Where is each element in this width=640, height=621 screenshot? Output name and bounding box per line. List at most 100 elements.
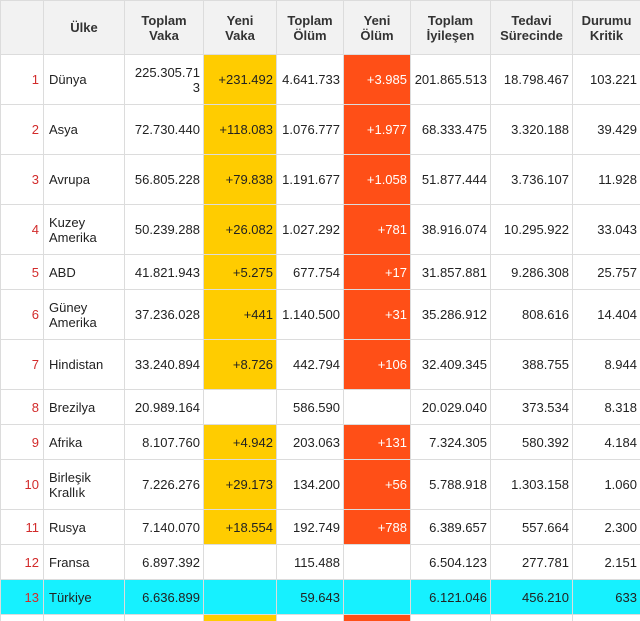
cell-total-cases: 56.805.228 bbox=[125, 155, 204, 205]
partial-cell bbox=[1, 615, 44, 621]
partial-cell bbox=[44, 615, 125, 621]
partial-cell bbox=[125, 615, 204, 621]
cell-total-deaths: 203.063 bbox=[277, 425, 344, 460]
cell-critical: 25.757 bbox=[573, 255, 640, 290]
cell-total-recovered: 6.121.046 bbox=[411, 580, 491, 615]
table-row-partial bbox=[1, 615, 640, 621]
cell-critical: 633 bbox=[573, 580, 640, 615]
cell-new-cases: +29.173 bbox=[204, 460, 277, 510]
header-rank bbox=[1, 1, 44, 55]
cell-rank: 2 bbox=[1, 105, 44, 155]
header-new-deaths[interactable]: Yeni Ölüm bbox=[344, 1, 411, 55]
cell-rank: 11 bbox=[1, 510, 44, 545]
cell-active: 388.755 bbox=[491, 340, 573, 390]
cell-new-cases: +79.838 bbox=[204, 155, 277, 205]
cell-rank: 4 bbox=[1, 205, 44, 255]
cell-active: 3.736.107 bbox=[491, 155, 573, 205]
cell-total-recovered: 6.389.657 bbox=[411, 510, 491, 545]
cell-critical: 1.060 bbox=[573, 460, 640, 510]
cell-new-cases: +4.942 bbox=[204, 425, 277, 460]
cell-critical: 14.404 bbox=[573, 290, 640, 340]
cell-total-cases: 20.989.164 bbox=[125, 390, 204, 425]
cell-new-deaths bbox=[344, 390, 411, 425]
cell-rank: 7 bbox=[1, 340, 44, 390]
cell-total-deaths: 1.027.292 bbox=[277, 205, 344, 255]
cell-active: 18.798.467 bbox=[491, 55, 573, 105]
cell-total-cases: 6.897.392 bbox=[125, 545, 204, 580]
cell-new-deaths: +781 bbox=[344, 205, 411, 255]
cell-total-deaths: 677.754 bbox=[277, 255, 344, 290]
cell-new-deaths: +1.977 bbox=[344, 105, 411, 155]
partial-cell bbox=[204, 615, 277, 621]
header-total-deaths[interactable]: Toplam Ölüm bbox=[277, 1, 344, 55]
cell-total-recovered: 38.916.074 bbox=[411, 205, 491, 255]
cell-total-cases: 8.107.760 bbox=[125, 425, 204, 460]
cell-critical: 2.300 bbox=[573, 510, 640, 545]
table-header-row: Ülke Toplam Vaka Yeni Vaka Toplam Ölüm Y… bbox=[1, 1, 640, 55]
cell-active: 3.320.188 bbox=[491, 105, 573, 155]
cell-active: 9.286.308 bbox=[491, 255, 573, 290]
header-critical[interactable]: Durumu Kritik bbox=[573, 1, 640, 55]
cell-new-cases: +8.726 bbox=[204, 340, 277, 390]
cell-total-deaths: 442.794 bbox=[277, 340, 344, 390]
cell-total-deaths: 4.641.733 bbox=[277, 55, 344, 105]
header-active[interactable]: Tedavi Sürecinde bbox=[491, 1, 573, 55]
cell-country: Güney Amerika bbox=[44, 290, 125, 340]
cell-rank: 13 bbox=[1, 580, 44, 615]
cell-country: ABD bbox=[44, 255, 125, 290]
partial-cell bbox=[411, 615, 491, 621]
header-total-recovered[interactable]: Toplam İyileşen bbox=[411, 1, 491, 55]
header-country[interactable]: Ülke bbox=[44, 1, 125, 55]
cell-new-cases: +231.492 bbox=[204, 55, 277, 105]
cell-new-deaths bbox=[344, 545, 411, 580]
cell-total-deaths: 192.749 bbox=[277, 510, 344, 545]
cell-country: Kuzey Amerika bbox=[44, 205, 125, 255]
cell-total-cases: 7.140.070 bbox=[125, 510, 204, 545]
cell-new-cases bbox=[204, 580, 277, 615]
cell-total-recovered: 6.504.123 bbox=[411, 545, 491, 580]
cell-rank: 1 bbox=[1, 55, 44, 105]
cell-total-recovered: 32.409.345 bbox=[411, 340, 491, 390]
header-total-cases[interactable]: Toplam Vaka bbox=[125, 1, 204, 55]
cell-new-cases: +5.275 bbox=[204, 255, 277, 290]
cell-new-cases: +441 bbox=[204, 290, 277, 340]
cell-total-deaths: 1.076.777 bbox=[277, 105, 344, 155]
cell-total-cases: 41.821.943 bbox=[125, 255, 204, 290]
cell-country: Rusya bbox=[44, 510, 125, 545]
cell-total-recovered: 35.286.912 bbox=[411, 290, 491, 340]
cell-active: 557.664 bbox=[491, 510, 573, 545]
cell-active: 10.295.922 bbox=[491, 205, 573, 255]
cell-active: 580.392 bbox=[491, 425, 573, 460]
partial-cell bbox=[344, 615, 411, 621]
cell-country: Fransa bbox=[44, 545, 125, 580]
cell-country: Asya bbox=[44, 105, 125, 155]
cell-total-recovered: 5.788.918 bbox=[411, 460, 491, 510]
cell-total-cases: 72.730.440 bbox=[125, 105, 204, 155]
cell-new-deaths: +31 bbox=[344, 290, 411, 340]
cell-rank: 6 bbox=[1, 290, 44, 340]
cell-active: 277.781 bbox=[491, 545, 573, 580]
cell-total-cases: 37.236.028 bbox=[125, 290, 204, 340]
cell-rank: 12 bbox=[1, 545, 44, 580]
cell-new-cases: +18.554 bbox=[204, 510, 277, 545]
cell-total-deaths: 59.643 bbox=[277, 580, 344, 615]
header-new-cases[interactable]: Yeni Vaka bbox=[204, 1, 277, 55]
cell-total-deaths: 134.200 bbox=[277, 460, 344, 510]
cell-rank: 5 bbox=[1, 255, 44, 290]
cell-country: Avrupa bbox=[44, 155, 125, 205]
cell-rank: 9 bbox=[1, 425, 44, 460]
cell-total-cases: 6.636.899 bbox=[125, 580, 204, 615]
cell-country: Birleşik Krallık bbox=[44, 460, 125, 510]
